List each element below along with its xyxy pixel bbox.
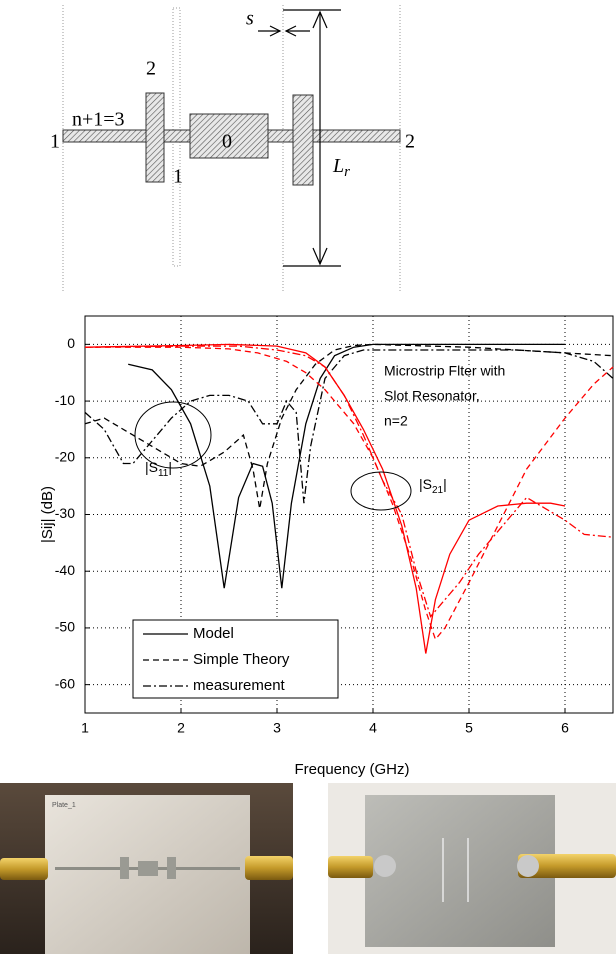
x-tick-label: 5 — [465, 720, 473, 736]
arrow-head — [312, 10, 328, 29]
dimension-marks — [258, 9, 341, 267]
annotation: |S11| — [145, 459, 172, 479]
annotation-ellipse — [350, 471, 412, 511]
arrow-head — [284, 25, 297, 37]
y-tick-label: -30 — [55, 505, 75, 521]
plot-frame — [84, 315, 614, 714]
annotation: Microstrip Flter with — [384, 363, 505, 379]
y-axis-label: |Sij| (dB) — [39, 486, 56, 543]
annotation: 11 — [158, 468, 169, 479]
label: 2 — [405, 131, 415, 153]
photo-bottom — [328, 783, 616, 954]
label: n+1=3 — [72, 109, 125, 131]
annotation-ellipse — [134, 401, 212, 469]
annotation: |S21| — [419, 476, 447, 496]
label: Lr — [332, 155, 350, 181]
connector — [518, 854, 616, 878]
x-tick-label: 4 — [369, 720, 377, 736]
label: 1 — [173, 166, 183, 188]
photo-label: Plate_1 — [52, 802, 76, 809]
solder — [517, 855, 539, 877]
arrow-head — [269, 25, 282, 37]
y-tick-label: -50 — [55, 619, 75, 635]
annotation: | — [443, 476, 447, 492]
series-line — [84, 345, 614, 618]
x-tick-label: 1 — [81, 720, 89, 736]
series-line — [84, 343, 566, 654]
y-tick-label: -20 — [55, 448, 75, 464]
x-tick-label: 6 — [561, 720, 569, 736]
series-line — [84, 343, 614, 509]
annotation: |S — [145, 459, 158, 475]
connector — [245, 856, 293, 880]
label: s — [246, 8, 254, 30]
schematic-labels: s 2 n+1=3 1 0 1 2 Lr — [50, 8, 415, 188]
connector — [328, 856, 373, 878]
label: 1 — [50, 131, 60, 153]
connector — [0, 858, 48, 880]
annotation: |S — [419, 476, 432, 492]
y-tick-label: -10 — [55, 392, 75, 408]
label: 2 — [146, 58, 156, 80]
y-tick-label: 0 — [67, 335, 75, 351]
chart: 0 -10 -20 -30 -40 -50 -60 1 2 3 4 5 6 Frequency (GHz)… — [39, 315, 614, 778]
annotation: 21 — [432, 485, 444, 496]
y-tick-label: -60 — [55, 675, 75, 691]
solder — [374, 855, 396, 877]
stub — [292, 94, 314, 186]
legend-box — [132, 619, 339, 699]
series-line — [84, 349, 614, 504]
series-line — [128, 343, 565, 589]
arrow-head — [312, 247, 328, 266]
annotation: Slot Resonator, — [384, 388, 480, 404]
chart-annotations: Microstrip Flter with Slot Resonator, n=… — [134, 363, 505, 511]
series-line — [85, 346, 614, 641]
label: 0 — [222, 131, 232, 153]
legend-label: measurement — [193, 677, 286, 694]
legend-label: Model — [193, 625, 234, 642]
center-patch — [189, 113, 269, 159]
y-tick-label: -40 — [55, 562, 75, 578]
stub — [145, 92, 165, 183]
label: L — [332, 155, 344, 177]
annotation: n=2 — [384, 413, 408, 429]
photo-top: Plate_1 — [0, 783, 293, 954]
x-tick-label: 2 — [177, 720, 185, 736]
stub — [167, 857, 176, 879]
stub — [120, 857, 129, 879]
label: r — [344, 164, 350, 180]
x-tick-label: 3 — [273, 720, 281, 736]
x-axis-label: Frequency (GHz) — [294, 761, 409, 778]
legend-label: Simple Theory — [193, 651, 290, 668]
patch — [138, 861, 158, 876]
microstrip — [62, 92, 401, 186]
annotation: | — [168, 459, 172, 475]
